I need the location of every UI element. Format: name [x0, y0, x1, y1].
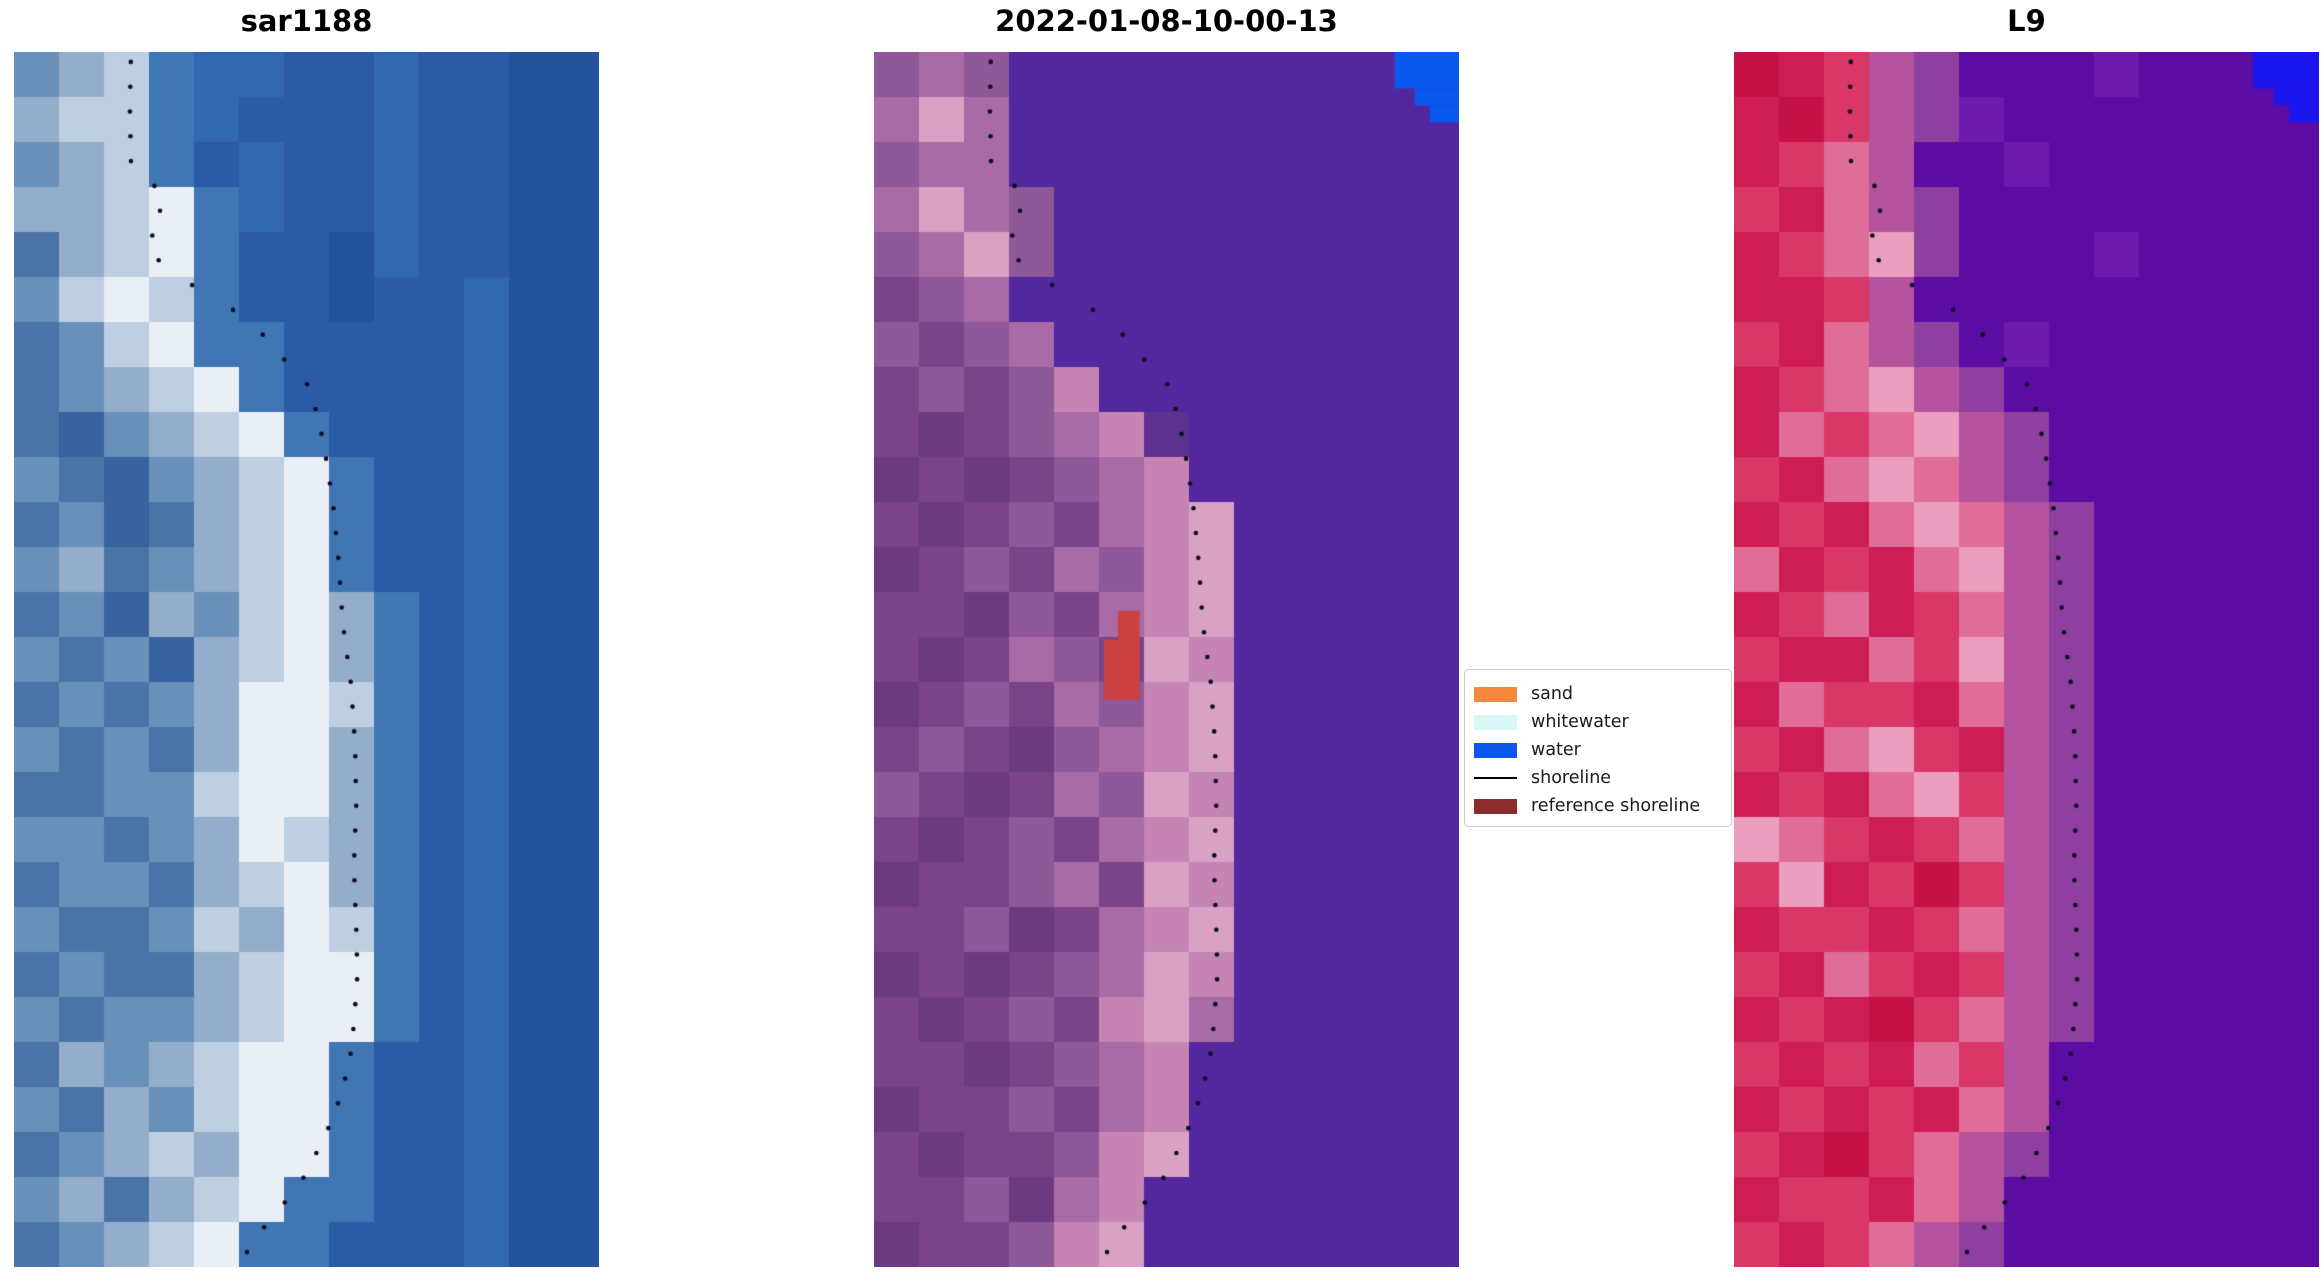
panel-title-date: 2022-01-08-10-00-13	[995, 4, 1338, 38]
l9-image-canvas	[1734, 52, 2319, 1267]
legend: sand whitewater water shoreline reference sh…	[1464, 669, 1732, 827]
panel-title-sar: sar1188	[240, 4, 373, 38]
legend-label: shoreline	[1531, 768, 1612, 788]
legend-item: water	[1473, 736, 1723, 764]
legend-label: reference shoreline	[1531, 796, 1701, 816]
legend-swatch-whitewater	[1474, 714, 1517, 730]
legend-label: water	[1531, 740, 1581, 760]
legend-swatch-shoreline	[1474, 777, 1517, 779]
panel-title-l9: L9	[2007, 4, 2046, 38]
legend-label: sand	[1531, 684, 1574, 704]
legend-label: whitewater	[1531, 712, 1629, 732]
sar-image-canvas	[14, 52, 599, 1267]
legend-swatch-reference-shoreline	[1474, 798, 1517, 814]
legend-item: whitewater	[1473, 708, 1723, 736]
legend-swatch-water	[1474, 742, 1517, 758]
legend-item: reference shoreline	[1473, 792, 1723, 820]
legend-item: shoreline	[1473, 764, 1723, 792]
classified-image-canvas	[874, 52, 1459, 1267]
legend-swatch-sand	[1474, 686, 1517, 702]
legend-item: sand	[1473, 680, 1723, 708]
